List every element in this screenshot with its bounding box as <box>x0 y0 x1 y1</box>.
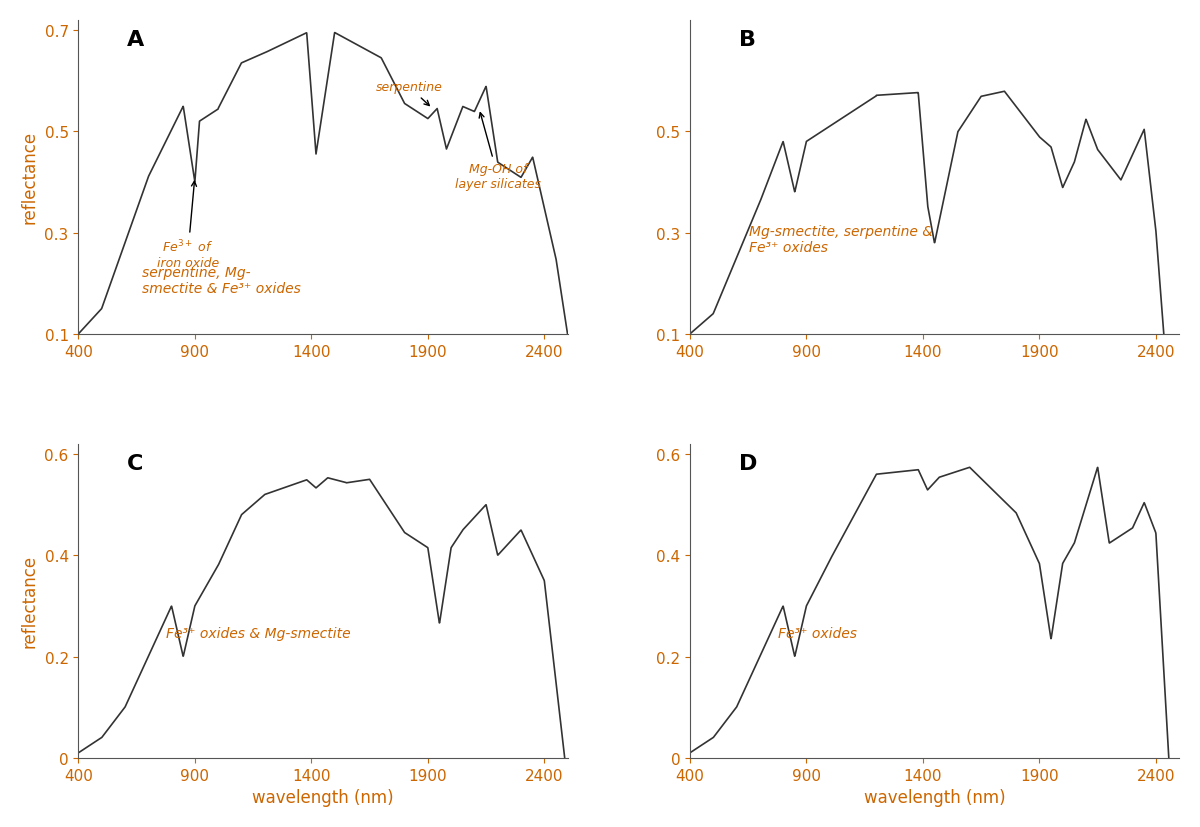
Text: Mg-OH of
layer silicates: Mg-OH of layer silicates <box>455 113 541 190</box>
Text: serpentine: serpentine <box>376 81 443 107</box>
X-axis label: wavelength (nm): wavelength (nm) <box>864 788 1006 806</box>
X-axis label: wavelength (nm): wavelength (nm) <box>252 788 394 806</box>
Text: C: C <box>127 454 144 474</box>
Y-axis label: reflectance: reflectance <box>20 555 38 648</box>
Text: A: A <box>127 31 144 50</box>
Text: B: B <box>739 31 756 50</box>
Text: serpentine, Mg-
smectite & Fe³⁺ oxides: serpentine, Mg- smectite & Fe³⁺ oxides <box>142 265 301 295</box>
Text: Mg-smectite, serpentine &
Fe³⁺ oxides: Mg-smectite, serpentine & Fe³⁺ oxides <box>749 225 932 255</box>
Text: Fe$^{3+}$ of
iron oxide: Fe$^{3+}$ of iron oxide <box>157 182 218 270</box>
Y-axis label: reflectance: reflectance <box>20 131 38 224</box>
Text: D: D <box>739 454 757 474</box>
Text: Fe³⁺ oxides & Mg-smectite: Fe³⁺ oxides & Mg-smectite <box>167 626 352 640</box>
Text: Fe³⁺ oxides: Fe³⁺ oxides <box>778 626 857 640</box>
